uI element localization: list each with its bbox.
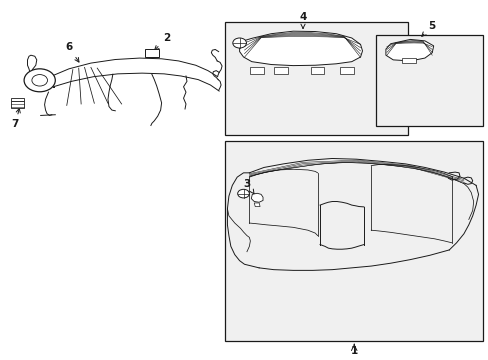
Circle shape [232, 38, 246, 48]
Bar [224, 22, 407, 135]
Bar [224, 140, 483, 341]
Text: 3: 3 [243, 179, 254, 194]
Circle shape [237, 189, 249, 198]
Text: 4: 4 [299, 12, 306, 28]
Text: 1: 1 [350, 346, 357, 356]
Bar [11, 98, 23, 101]
Polygon shape [251, 193, 263, 202]
Bar [402, 58, 415, 63]
Text: 6: 6 [65, 42, 79, 62]
Text: 2: 2 [154, 33, 170, 50]
Polygon shape [254, 203, 260, 207]
Bar [375, 35, 483, 126]
Circle shape [32, 75, 47, 86]
Bar [144, 49, 159, 57]
Polygon shape [385, 40, 433, 61]
Bar [249, 67, 263, 74]
Bar [310, 67, 324, 74]
Text: 5: 5 [421, 21, 435, 36]
Circle shape [24, 69, 55, 92]
Text: 7: 7 [12, 108, 20, 129]
Bar [339, 67, 353, 74]
Bar [274, 67, 287, 74]
Bar [11, 101, 23, 108]
Polygon shape [239, 31, 362, 66]
